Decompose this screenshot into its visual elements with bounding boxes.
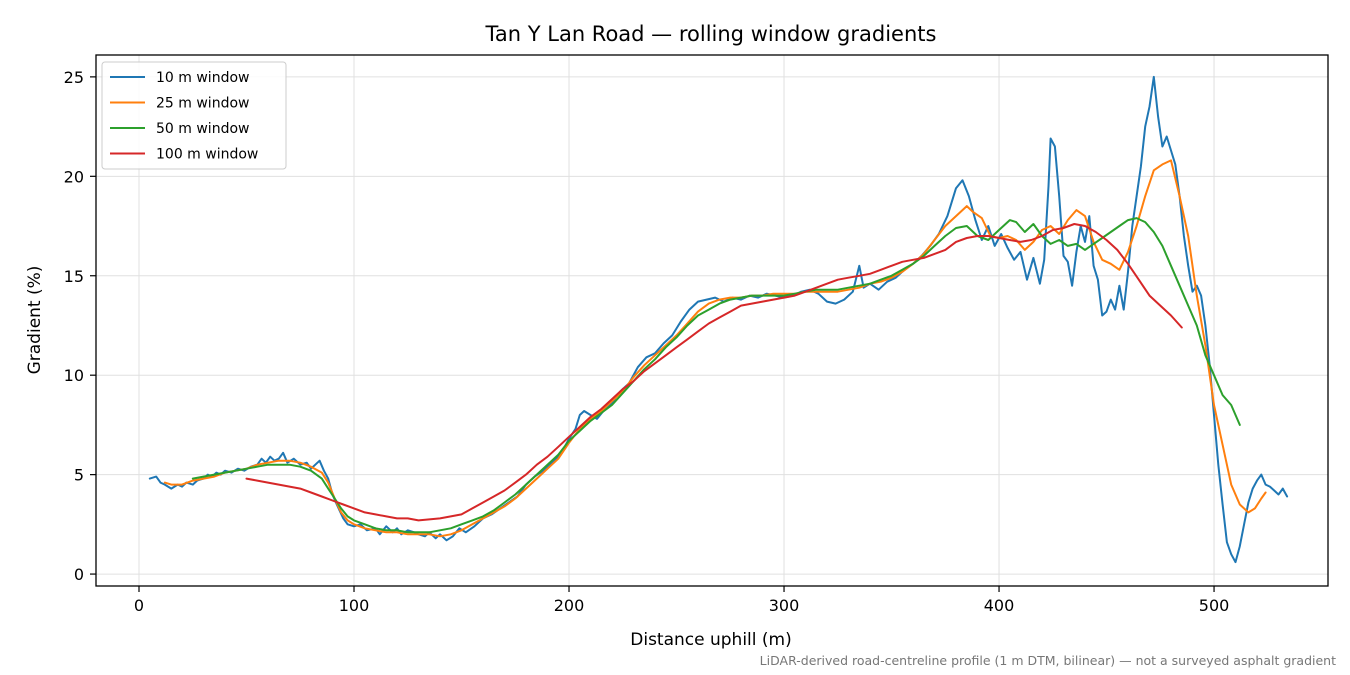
x-tick-label-4: 400 [984,596,1015,615]
chart-title: Tan Y Lan Road — rolling window gradient… [485,22,937,46]
y-tick-label-3: 15 [64,267,84,286]
legend-label-3: 50 m window [156,121,249,137]
x-axis-label: Distance uphill (m) [630,630,791,650]
x-tick-label-1: 100 [339,596,370,615]
y-tick-label-2: 10 [64,366,84,385]
x-tick-label-3: 300 [769,596,800,615]
legend-label-4: 100 m window [156,147,258,163]
legend-box [101,61,287,170]
series-line-3 [191,217,1241,534]
footnote: LiDAR-derived road-centreline profile (1… [760,653,1336,668]
x-tick-label-0: 0 [134,596,144,615]
y-axis-label: Gradient (%) [25,266,45,375]
series-line-1 [148,75,1289,564]
y-tick-label-1: 5 [74,466,84,485]
series-lines [148,75,1289,564]
series-line-2 [163,159,1267,538]
y-tick-label-4: 20 [64,167,84,186]
axis-ticks: 0 100 200 300 400 500 0 5 10 15 20 25 [64,68,1230,615]
series-line-4 [245,223,1183,522]
grid [96,55,1328,586]
plot-frame [95,54,1329,587]
y-tick-label-5: 25 [64,68,84,87]
legend: 10 m window 25 m window 50 m window 100 m w… [101,61,287,170]
legend-label-2: 25 m window [156,96,249,112]
y-tick-label-0: 0 [74,565,84,584]
x-tick-label-5: 500 [1199,596,1230,615]
x-tick-label-2: 200 [554,596,585,615]
legend-label-1: 10 m window [156,70,249,86]
